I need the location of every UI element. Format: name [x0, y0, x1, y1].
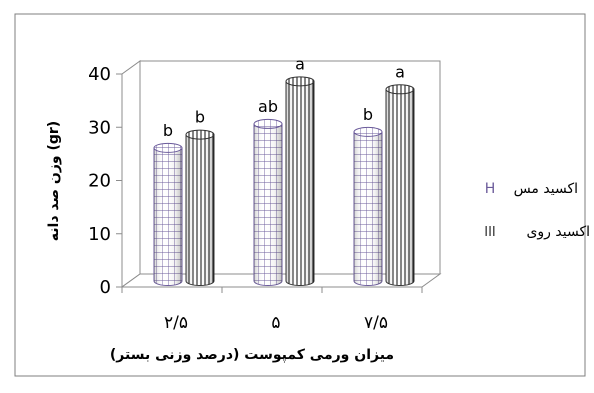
bar-shading: [354, 131, 382, 286]
legend-glyph-vertical-lines-icon: III: [484, 225, 496, 240]
y-tick-label: 10: [88, 224, 111, 245]
bar: [185, 129, 215, 286]
bar-top: [353, 126, 383, 137]
y-axis-ticks: 0 10 20 30 40: [88, 64, 123, 298]
x-tick-label: ۵: [271, 313, 280, 333]
bar-top: [385, 84, 415, 95]
significance-letter: b: [163, 121, 173, 140]
bar: [353, 126, 383, 286]
y-tick-label: 0: [100, 277, 111, 298]
x-tick-label: ۲/۵: [164, 313, 188, 333]
bars: [153, 76, 415, 286]
bar-top: [285, 76, 315, 87]
significance-letter: a: [295, 54, 305, 73]
bar: [253, 118, 283, 286]
y-axis-title: وزن صد دانه (gr): [46, 121, 62, 241]
legend-item-zinc-oxide: III اکسید روی: [484, 224, 590, 240]
legend-glyph-grid-icon: H: [485, 181, 496, 197]
bar-top: [185, 129, 215, 140]
x-axis-title: میزان ورمی کمپوست (درصد وزنی بستر): [110, 347, 394, 363]
significance-letter: b: [195, 108, 205, 127]
legend-label: اکسید روی: [526, 224, 590, 240]
legend-label: اکسید مس: [514, 181, 578, 197]
y-tick-label: 30: [88, 117, 111, 138]
bar: [153, 142, 183, 286]
bar-shading: [154, 147, 182, 286]
bar: [285, 76, 315, 286]
bar-top: [153, 142, 183, 153]
significance-letter: b: [363, 105, 373, 124]
legend-item-copper-oxide: H اکسید مس: [485, 181, 578, 197]
bar-top: [253, 118, 283, 129]
significance-letters: b ab b b a a: [163, 54, 405, 140]
bar-shading: [186, 134, 215, 286]
significance-letter: ab: [258, 97, 278, 116]
bar-shading: [286, 81, 314, 286]
x-tick-label: ۷/۵: [364, 313, 388, 333]
y-tick-label: 20: [88, 171, 111, 192]
side-wall: [121, 60, 141, 288]
bar-shading: [386, 89, 414, 286]
x-axis-ticks: ۲/۵ ۵ ۷/۵: [121, 286, 423, 333]
legend: H اکسید مس III اکسید روی: [484, 181, 590, 240]
bar-shading: [254, 123, 282, 286]
significance-letter: a: [395, 62, 405, 81]
y-tick-label: 40: [88, 64, 111, 85]
bar: [385, 84, 415, 286]
